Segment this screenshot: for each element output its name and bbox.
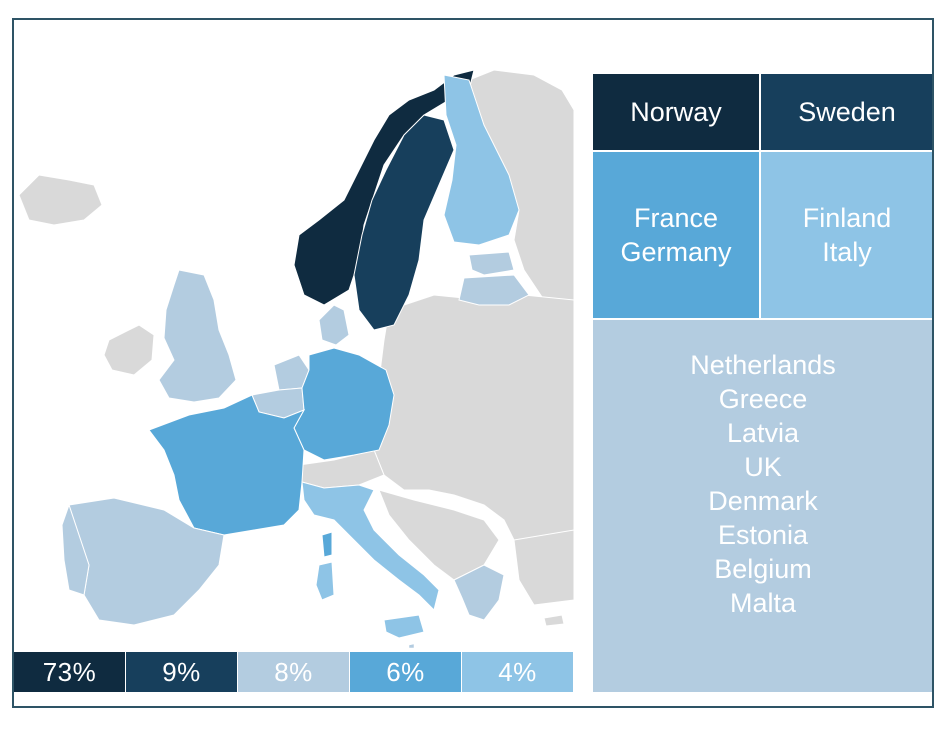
legend-item-73: 73% [14,652,126,692]
region-portugal[interactable] [61,503,90,596]
tile-france-label: France [633,203,719,233]
region-finland[interactable] [443,74,520,246]
tile-others[interactable]: Netherlands Greece Latvia UK Denmark Est… [592,319,932,693]
legend-item-9: 9% [126,652,238,692]
legend-item-4: 4% [462,652,574,692]
legend-bar: 73% 9% 8% 6% 4% [14,652,574,692]
tile-uk-label: UK [744,452,782,482]
legend-item-8: 8% [238,652,350,692]
region-denmark[interactable] [318,304,350,346]
region-estonia[interactable] [468,251,515,276]
region-sweden[interactable] [353,114,455,331]
europe-map-svg [18,69,574,649]
tile-italy-label: Italy [822,237,872,267]
tile-estonia-label: Estonia [717,520,809,550]
europe-map [14,20,574,652]
region-uk[interactable] [158,269,237,403]
tile-malta-label: Malta [729,588,797,618]
other-land [18,69,574,627]
region-latvia[interactable] [458,274,530,306]
turkey [513,529,574,606]
tile-france-germany[interactable]: France Germany [592,151,760,319]
tile-belgium-label: Belgium [714,554,812,584]
region-sicily[interactable] [383,614,425,639]
region-malta[interactable] [408,643,415,649]
legend-item-6: 6% [350,652,462,692]
region-germany[interactable] [293,347,395,461]
tile-sweden-label: Sweden [798,97,896,127]
tile-latvia-label: Latvia [726,418,800,448]
region-corsica[interactable] [321,531,333,558]
tile-sweden[interactable]: Sweden [760,73,932,151]
tile-greece-label: Greece [718,384,808,414]
tile-norway-label: Norway [630,97,722,127]
map-frame: 73% 9% 8% 6% 4% Norway Sweden France Ger… [12,18,934,708]
tile-denmark-label: Denmark [708,486,818,516]
ireland [103,324,155,376]
region-sardinia[interactable] [315,561,335,601]
tile-finland-label: Finland [802,203,892,233]
tile-finland-italy[interactable]: Finland Italy [760,151,932,319]
region-greece[interactable] [453,564,505,621]
cyprus [543,614,565,627]
iceland [18,174,103,226]
tile-norway[interactable]: Norway [592,73,760,151]
tile-netherlands-label: Netherlands [690,350,836,380]
region-italy[interactable] [301,481,440,611]
tile-germany-label: Germany [620,237,732,267]
treemap: Norway Sweden France Germany Finland Ita… [592,73,932,693]
